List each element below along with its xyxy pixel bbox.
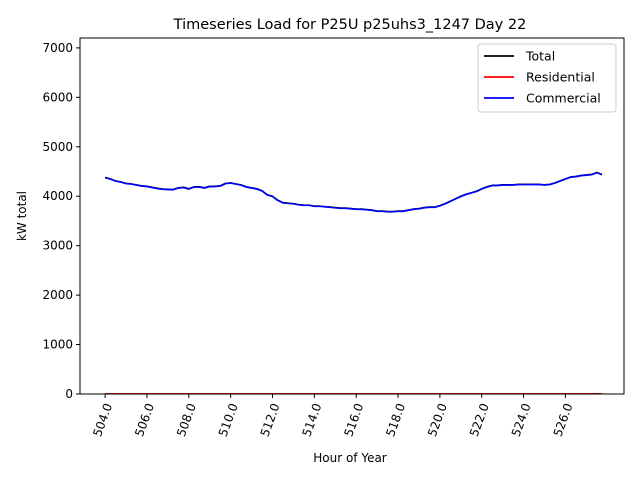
y-tick-label: 5000 — [42, 140, 73, 154]
legend-box — [477, 43, 617, 113]
legend: Total Residential Commercial — [477, 43, 617, 113]
x-tick-label: 510.0 — [216, 401, 241, 438]
x-tick-label: 504.0 — [90, 401, 115, 438]
x-axis-label: Hour of Year — [313, 451, 387, 465]
y-tick-label: 2000 — [42, 288, 73, 302]
x-tick-label: 508.0 — [174, 401, 199, 438]
y-tick-label: 7000 — [42, 41, 73, 55]
x-tick-label: 516.0 — [341, 401, 366, 438]
y-tick-label: 1000 — [42, 338, 73, 352]
y-tick-label: 4000 — [42, 189, 73, 203]
plot-area-frame — [79, 37, 625, 395]
x-tick-label: 514.0 — [300, 401, 325, 438]
y-tick-label: 6000 — [42, 90, 73, 104]
x-tick-label: 518.0 — [383, 401, 408, 438]
series-line-total — [104, 171, 603, 213]
legend-label-residential: Residential — [526, 70, 595, 85]
y-axis: 0 1000 2000 3000 4000 5000 6000 7000 — [42, 41, 80, 401]
x-tick-label: 512.0 — [258, 401, 283, 438]
y-tick-label: 0 — [65, 387, 73, 401]
x-tick-label: 524.0 — [509, 401, 534, 438]
x-tick-label: 506.0 — [132, 401, 157, 438]
x-tick-label: 526.0 — [551, 401, 576, 438]
series-line-commercial — [104, 171, 603, 213]
x-axis: 504.0 506.0 508.0 510.0 512.0 514.0 516.0 518.0… — [90, 394, 576, 439]
legend-label-total: Total — [525, 49, 555, 64]
x-tick-label: 522.0 — [467, 401, 492, 438]
legend-label-commercial: Commercial — [526, 91, 601, 106]
plot-lines — [104, 171, 603, 395]
y-tick-label: 3000 — [42, 239, 73, 253]
chart-title: Timeseries Load for P25U p25uhs3_1247 Da… — [173, 17, 527, 33]
y-axis-label: kW total — [15, 191, 29, 241]
x-tick-label: 520.0 — [425, 401, 450, 438]
